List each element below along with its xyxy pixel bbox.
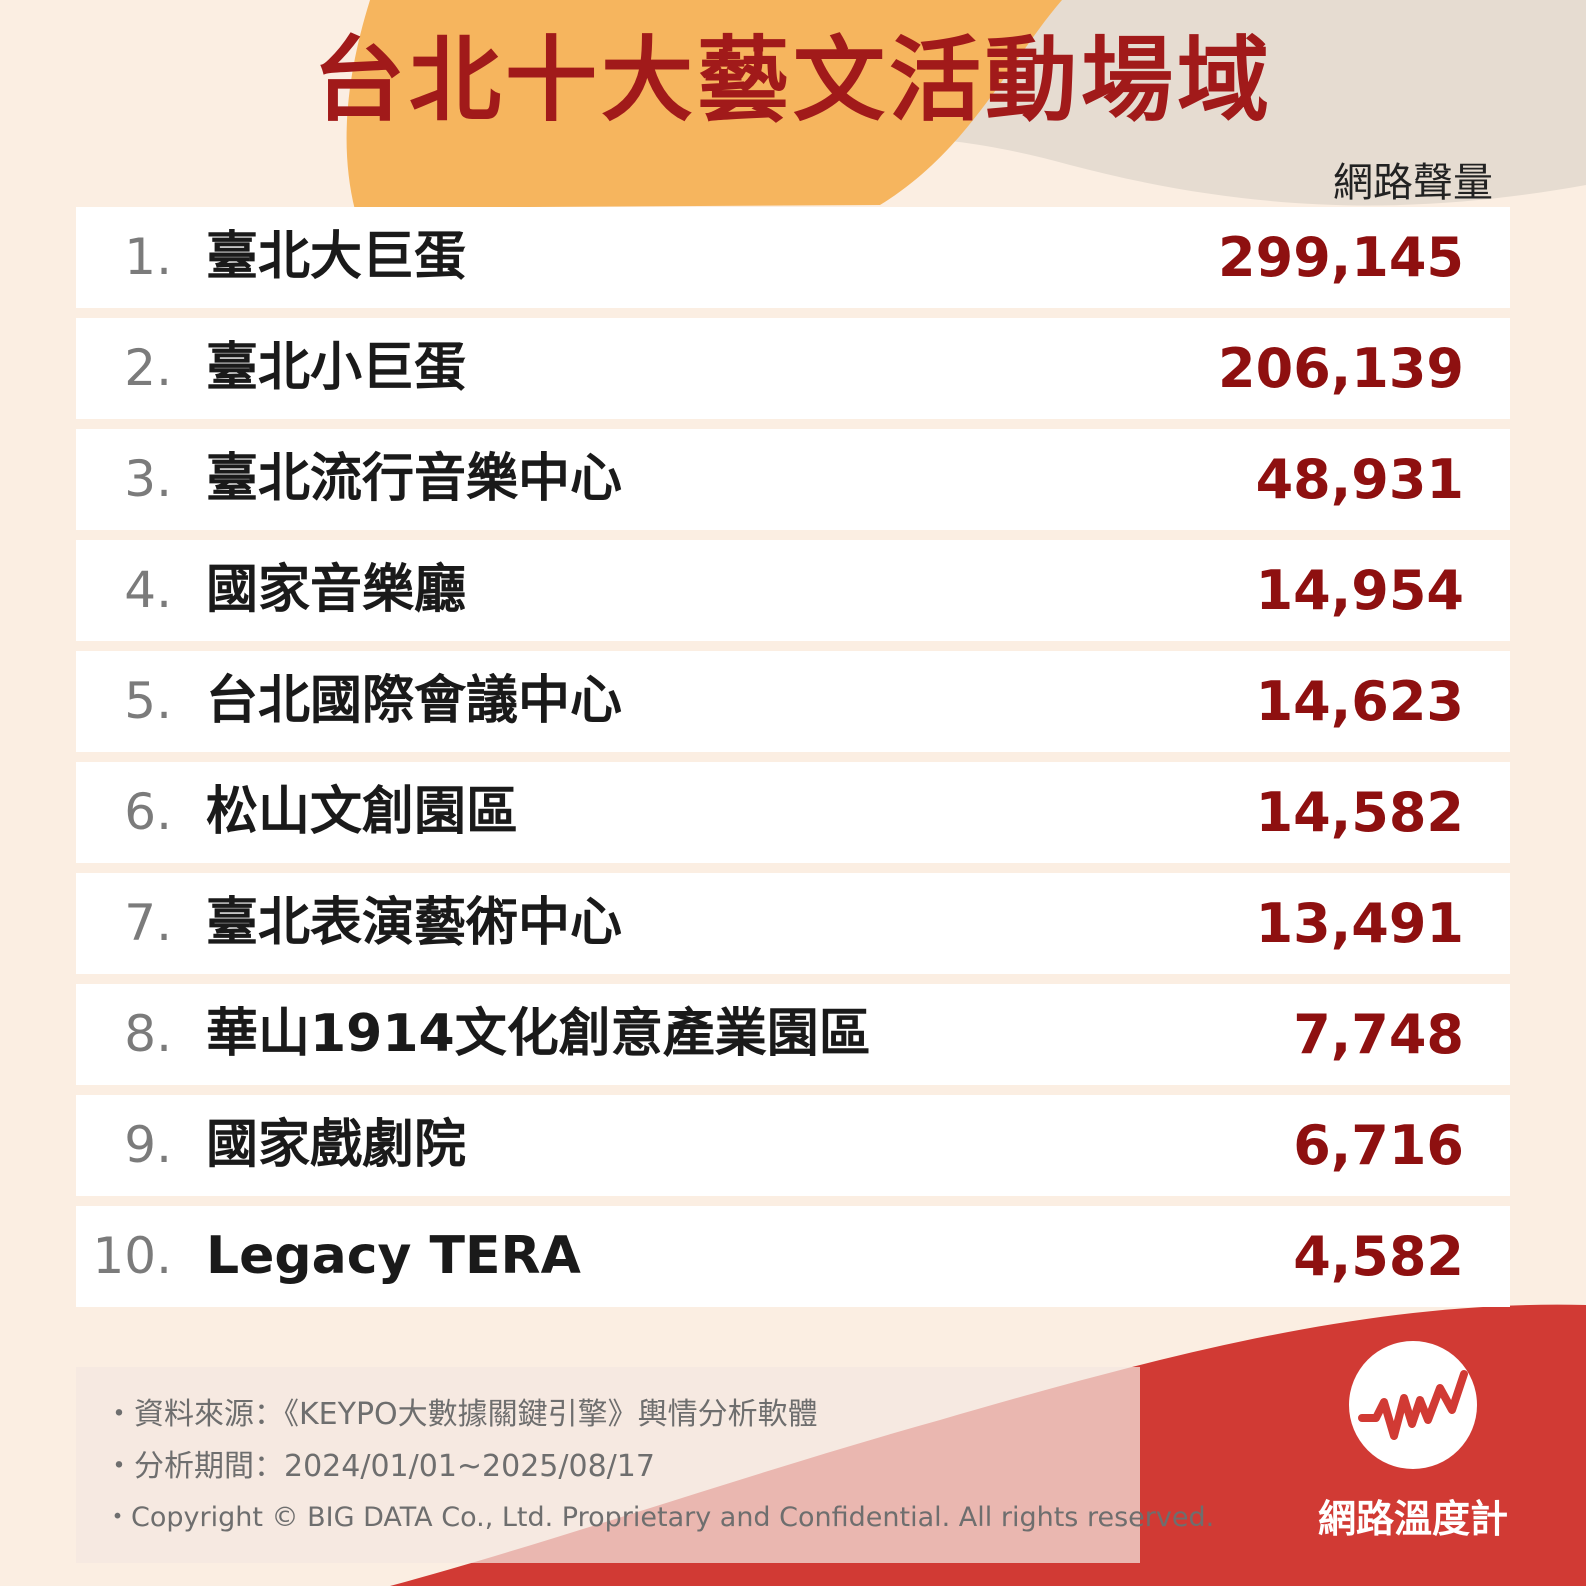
venue-name: 臺北大巨蛋 — [206, 227, 467, 287]
rank-label: 4. — [124, 561, 172, 619]
note-source: ・資料來源：《KEYPO大數據關鍵引擎》輿情分析軟體 — [104, 1397, 818, 1432]
venue-name: 松山文創園區 — [206, 782, 519, 842]
rank-label: 3. — [124, 450, 172, 508]
venue-name: 國家戲劇院 — [206, 1115, 467, 1175]
pulse-line-icon — [1349, 1341, 1477, 1469]
venue-name: 台北國際會議中心 — [206, 671, 623, 731]
table-row: 5. 台北國際會議中心 14,623 — [76, 651, 1510, 752]
chart-title: 台北十大藝文活動場域 — [312, 27, 1273, 134]
note-period: ・分析期間：2024/01/01~2025/08/17 — [104, 1449, 655, 1484]
table-row: 8. 華山1914文化創意產業園區 7,748 — [76, 984, 1510, 1085]
venue-name: 國家音樂廳 — [206, 560, 467, 620]
volume-value: 13,491 — [1255, 892, 1464, 955]
venue-name: Legacy TERA — [206, 1226, 581, 1286]
table-row: 3. 臺北流行音樂中心 48,931 — [76, 429, 1510, 530]
column-header-volume: 網路聲量 — [1333, 160, 1493, 206]
rank-label: 6. — [124, 783, 172, 841]
table-row: 4. 國家音樂廳 14,954 — [76, 540, 1510, 641]
volume-value: 299,145 — [1218, 226, 1464, 289]
rank-label: 1. — [124, 228, 172, 286]
volume-value: 14,954 — [1255, 559, 1464, 622]
table-row: 1. 臺北大巨蛋 299,145 — [76, 207, 1510, 308]
table-row: 9. 國家戲劇院 6,716 — [76, 1095, 1510, 1196]
table-row: 6. 松山文創園區 14,582 — [76, 762, 1510, 863]
rank-label: 5. — [124, 672, 172, 730]
volume-value: 7,748 — [1293, 1003, 1464, 1066]
brand-logo: 網路溫度計 — [1318, 1340, 1508, 1543]
venue-name: 臺北小巨蛋 — [206, 338, 467, 398]
venue-name: 華山1914文化創意產業園區 — [206, 1004, 871, 1064]
venue-name: 臺北表演藝術中心 — [206, 893, 623, 953]
table-row: 10. Legacy TERA 4,582 — [76, 1206, 1510, 1307]
table-row: 7. 臺北表演藝術中心 13,491 — [76, 873, 1510, 974]
volume-value: 14,582 — [1255, 781, 1464, 844]
note-copyright: ・Copyright © BIG DATA Co., Ltd. Propriet… — [104, 1502, 1215, 1533]
rank-label: 2. — [124, 339, 172, 397]
volume-value: 14,623 — [1255, 670, 1464, 733]
brand-name: 網路溫度計 — [1318, 1497, 1509, 1541]
volume-value: 48,931 — [1255, 448, 1464, 511]
rank-label: 10. — [92, 1227, 172, 1285]
rank-label: 7. — [124, 894, 172, 952]
volume-value: 4,582 — [1293, 1225, 1464, 1288]
table-row: 2. 臺北小巨蛋 206,139 — [76, 318, 1510, 419]
rank-label: 8. — [124, 1005, 172, 1063]
venue-name: 臺北流行音樂中心 — [206, 449, 623, 509]
volume-value: 206,139 — [1218, 337, 1464, 400]
rank-label: 9. — [124, 1116, 172, 1174]
volume-value: 6,716 — [1293, 1114, 1464, 1177]
footnotes: ・資料來源：《KEYPO大數據關鍵引擎》輿情分析軟體 ・分析期間：2024/01… — [76, 1367, 1214, 1563]
